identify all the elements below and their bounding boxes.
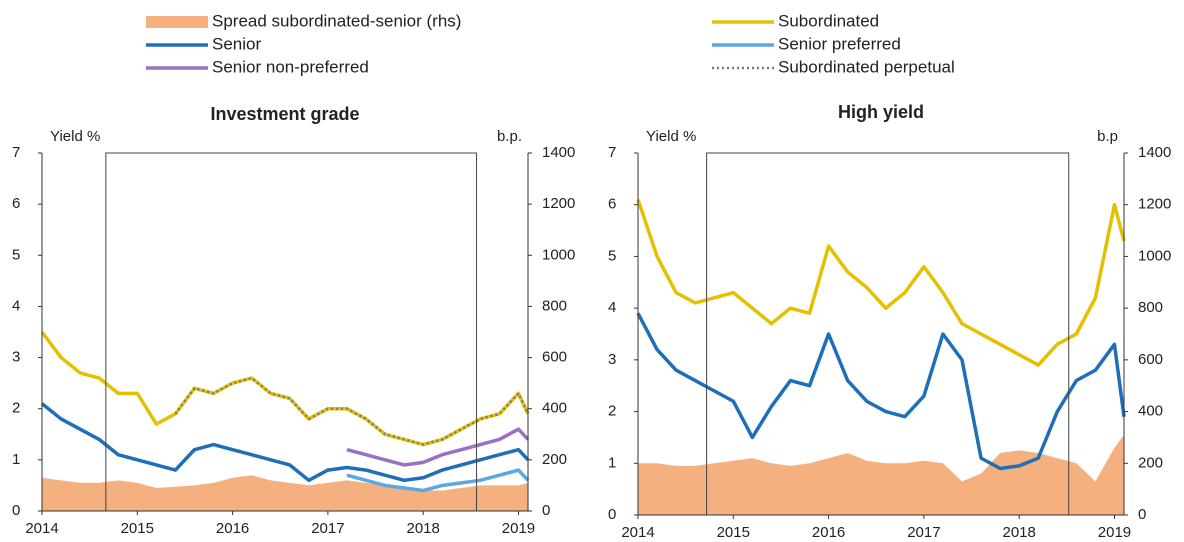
yield-line — [636, 198, 1126, 367]
yield-line — [636, 312, 1126, 471]
legend-swatch — [146, 16, 208, 28]
y-tick-label: 1 — [608, 454, 616, 471]
yield-line — [40, 330, 530, 447]
legend-label: Subordinated — [778, 11, 879, 30]
y2-tick-label: 600 — [1138, 351, 1163, 368]
yield-line — [174, 376, 530, 446]
x-tick-label: 2014 — [25, 520, 58, 537]
highlight-span — [105, 152, 478, 511]
y2-axis-label: b.p — [1097, 128, 1118, 145]
y-tick-label: 7 — [608, 144, 616, 161]
y2-tick-label: 0 — [542, 502, 550, 519]
x-tick-label: 2014 — [621, 524, 654, 541]
highlight-span — [706, 152, 1070, 515]
chart-title: Investment grade — [210, 104, 359, 124]
y2-tick-label: 800 — [542, 297, 567, 314]
y2-tick-label: 1000 — [1138, 247, 1171, 264]
chart-title: High yield — [838, 102, 924, 122]
y2-tick-label: 400 — [1138, 403, 1163, 420]
y-tick-label: 7 — [12, 144, 20, 161]
y-tick-label: 5 — [608, 247, 616, 264]
y2-tick-label: 1400 — [542, 144, 575, 161]
x-tick-label: 2018 — [1002, 524, 1035, 541]
y-tick-label: 4 — [608, 299, 616, 316]
legend: Spread subordinated-senior (rhs) Senior Se… — [146, 11, 955, 76]
y-axis-label: Yield % — [50, 128, 100, 145]
legend-label: Senior — [212, 34, 261, 53]
y-tick-label: 5 — [12, 246, 20, 263]
legend-label: Senior non-preferred — [212, 57, 369, 76]
y2-tick-label: 0 — [1138, 506, 1146, 523]
y-tick-label: 1 — [12, 451, 20, 468]
y-tick-label: 6 — [608, 196, 616, 213]
x-tick-label: 2017 — [311, 520, 344, 537]
y2-tick-label: 1200 — [542, 195, 575, 212]
x-tick-label: 2015 — [121, 520, 154, 537]
spread-area — [638, 434, 1124, 515]
y2-tick-label: 600 — [542, 349, 567, 366]
y2-tick-label: 200 — [1138, 454, 1163, 471]
x-tick-label: 2018 — [406, 520, 439, 537]
y-axis-label: Yield % — [646, 128, 696, 145]
x-tick-label: 2015 — [717, 524, 750, 541]
legend-label: Subordinated perpetual — [778, 57, 955, 76]
yield-line — [40, 402, 530, 483]
y-tick-label: 4 — [12, 297, 20, 314]
y-tick-label: 6 — [12, 195, 20, 212]
y-tick-label: 2 — [12, 400, 20, 417]
x-tick-label: 2016 — [216, 520, 249, 537]
y2-tick-label: 1400 — [1138, 144, 1171, 161]
y2-axis-label: b.p. — [497, 128, 522, 145]
y2-tick-label: 200 — [542, 451, 567, 468]
y-tick-label: 3 — [12, 349, 20, 366]
x-tick-label: 2019 — [502, 520, 535, 537]
x-tick-label: 2017 — [907, 524, 940, 541]
legend-label: Senior preferred — [778, 34, 901, 53]
y2-tick-label: 1200 — [1138, 196, 1171, 213]
y-tick-label: 2 — [608, 403, 616, 420]
spread-area — [42, 475, 528, 511]
x-tick-label: 2016 — [812, 524, 845, 541]
yield-line — [346, 427, 530, 467]
legend-label: Spread subordinated-senior (rhs) — [212, 11, 461, 30]
yield-line — [346, 468, 530, 493]
y2-tick-label: 1000 — [542, 246, 575, 263]
y-tick-label: 3 — [608, 351, 616, 368]
x-tick-label: 2019 — [1098, 524, 1131, 541]
y-tick-label: 0 — [12, 502, 20, 519]
y-tick-label: 0 — [608, 506, 616, 523]
y2-tick-label: 800 — [1138, 299, 1163, 316]
y2-tick-label: 400 — [542, 400, 567, 417]
